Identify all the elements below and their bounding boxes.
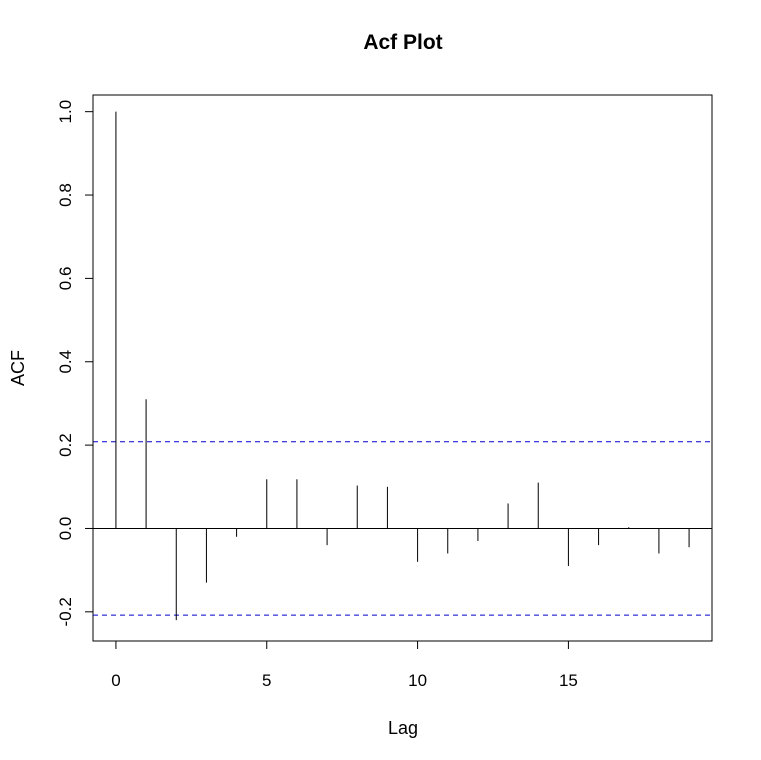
x-axis: 0 5 10 15 [111, 640, 578, 690]
y-tick-label-0: -0.2 [56, 597, 75, 626]
y-tick-label-6: 1.0 [56, 100, 75, 124]
y-axis: -0.2 0.0 0.2 0.4 0.6 0.8 1.0 [56, 100, 94, 626]
chart-title: Acf Plot [363, 31, 442, 54]
y-tick-label-1: 0.0 [56, 517, 75, 541]
acf-bars [115, 111, 690, 621]
x-tick-label-15: 15 [559, 671, 578, 690]
y-tick-label-4: 0.6 [56, 267, 75, 291]
plot-frame [92, 94, 713, 642]
y-tick-label-5: 0.8 [56, 183, 75, 207]
confidence-bounds [93, 441, 712, 616]
y-axis-label: ACF [8, 350, 28, 386]
y-tick-label-3: 0.4 [56, 350, 75, 374]
y-tick-label-2: 0.2 [56, 433, 75, 457]
x-tick-label-5: 5 [262, 671, 271, 690]
x-tick-label-0: 0 [111, 671, 120, 690]
x-axis-label: Lag [388, 718, 418, 738]
x-tick-label-10: 10 [408, 671, 427, 690]
